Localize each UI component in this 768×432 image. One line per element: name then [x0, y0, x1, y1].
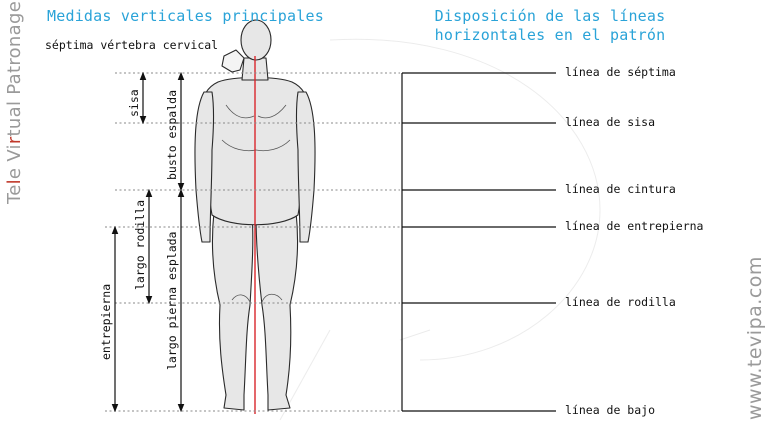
brand-text-3: tual Patronage: [4, 0, 25, 137]
label-largo-rodilla: largo rodilla: [133, 199, 147, 290]
brand-mark-2: r: [4, 136, 25, 145]
background-decoration: [279, 38, 601, 421]
label-busto-espalda: busto espalda: [165, 89, 179, 180]
measure-arrows: [111, 71, 185, 413]
left-leg: [211, 211, 254, 411]
brand-mark-1: l: [4, 179, 25, 185]
left-arm: [194, 91, 215, 243]
label-entrepierna: entrepierna: [99, 283, 113, 360]
head: [240, 19, 272, 61]
right-arm: [295, 91, 316, 243]
septima-caption: séptima vértebra cervical: [45, 38, 219, 52]
label-linea-sisa: línea de sisa: [565, 115, 656, 129]
brand-text-2: e Vi: [4, 144, 25, 180]
brand-logo-vertical: Tele Virtual Patronage: [4, 1, 25, 204]
label-linea-septima: línea de séptima: [565, 65, 676, 79]
label-sisa: sisa: [127, 89, 141, 117]
left-title: Medidas verticales principales: [47, 7, 324, 25]
right-leg: [255, 211, 299, 411]
pointing-hand: [221, 49, 245, 73]
right-title: Disposición de las líneas horizontales e…: [434, 7, 666, 44]
label-largo-pierna-espalda: largo pierna esplada: [165, 231, 179, 370]
label-linea-cintura: línea de cintura: [565, 182, 676, 196]
label-linea-rodilla: línea de rodilla: [565, 295, 676, 309]
label-linea-bajo: línea de bajo: [565, 403, 656, 417]
brand-text-1: Te: [4, 184, 25, 204]
brand-url: www.tevipa.com: [744, 256, 766, 420]
pattern-lines: [401, 72, 556, 412]
label-linea-entrepierna: línea de entrepierna: [565, 219, 704, 233]
